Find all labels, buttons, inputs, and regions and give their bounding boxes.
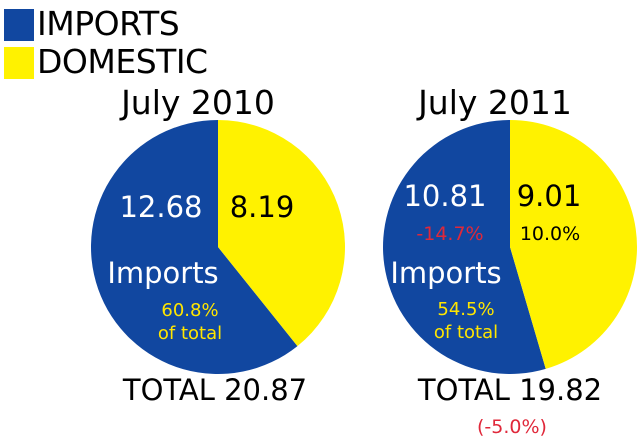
legend-label-domestic: DOMESTIC: [37, 42, 208, 81]
slice-domestic: [218, 120, 346, 347]
chart-title: July 2010: [119, 83, 275, 122]
imports-word-label: Imports: [390, 256, 501, 290]
pie-chart-july-2011: July 2011 10.81 -14.7% 9.01 10.0% Import…: [383, 83, 638, 438]
imports-share-label: 60.8%: [161, 300, 218, 321]
change-label-imports: -14.7%: [416, 223, 483, 245]
imports-share-suffix: of total: [158, 323, 222, 344]
slice-domestic: [510, 120, 638, 369]
imports-share-label: 54.5%: [437, 299, 494, 320]
total-label: TOTAL 19.82: [417, 373, 602, 407]
legend-swatch-imports: [4, 9, 34, 41]
change-label-domestic: 10.0%: [520, 223, 580, 245]
imports-word-label: Imports: [107, 256, 218, 290]
chart-title: July 2011: [416, 83, 572, 122]
value-label-domestic: 9.01: [517, 179, 582, 213]
slice-imports: [383, 120, 546, 374]
total-label: TOTAL 20.87: [122, 373, 307, 407]
pie-chart-july-2010: July 2010 12.68 8.19 Imports 60.8% of to…: [91, 83, 346, 407]
imports-share-suffix: of total: [434, 322, 498, 343]
legend-swatch-domestic: [4, 47, 34, 79]
slice-imports: [91, 120, 298, 374]
value-label-domestic: 8.19: [230, 190, 295, 224]
legend-label-imports: IMPORTS: [37, 4, 180, 43]
total-change-label: (-5.0%): [477, 416, 547, 438]
value-label-imports: 12.68: [119, 190, 202, 224]
value-label-imports: 10.81: [403, 179, 486, 213]
